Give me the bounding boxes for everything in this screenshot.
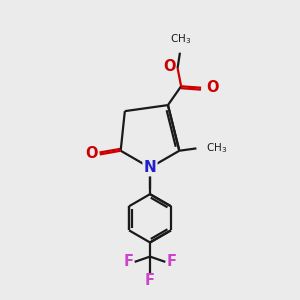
Text: O: O xyxy=(85,146,98,161)
Text: O: O xyxy=(206,80,219,95)
Text: CH$_3$: CH$_3$ xyxy=(170,32,191,46)
Text: N: N xyxy=(144,160,156,175)
Text: O: O xyxy=(163,59,176,74)
Text: CH$_3$: CH$_3$ xyxy=(206,141,227,155)
Text: F: F xyxy=(123,254,133,269)
Text: F: F xyxy=(167,254,177,269)
Text: F: F xyxy=(145,273,155,288)
